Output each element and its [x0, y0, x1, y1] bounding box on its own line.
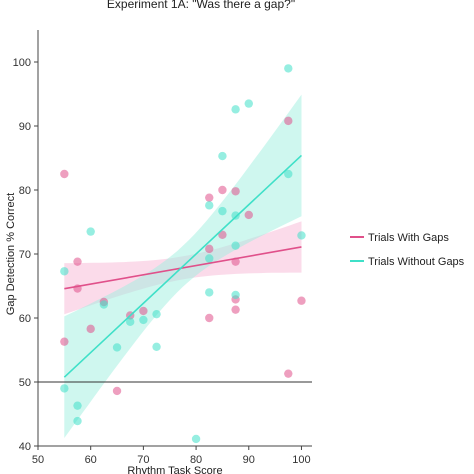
data-point-1: [139, 315, 148, 325]
y-tick-label: 80: [19, 185, 31, 197]
legend-label-0: Trials With Gaps: [368, 232, 449, 244]
data-point-1: [244, 99, 253, 108]
data-point-0: [112, 386, 122, 396]
data-point-1: [152, 309, 161, 319]
data-point-0: [86, 324, 95, 334]
data-point-1: [191, 434, 201, 444]
data-point-0: [284, 116, 293, 126]
data-point-0: [231, 187, 240, 196]
data-point-0: [73, 257, 82, 266]
data-point-0: [139, 306, 148, 316]
data-point-1: [60, 384, 69, 393]
data-point-0: [244, 210, 253, 220]
data-point-1: [205, 201, 214, 210]
y-axis-label: Gap Detection % Correct: [5, 193, 17, 315]
x-tick-label: 90: [243, 454, 255, 466]
data-point-1: [231, 241, 240, 250]
data-point-1: [297, 231, 306, 240]
data-point-1: [60, 267, 69, 276]
x-tick-label: 60: [85, 454, 97, 466]
data-point-1: [284, 64, 293, 73]
data-point-0: [60, 169, 69, 179]
data-point-1: [73, 401, 82, 410]
data-point-0: [205, 313, 214, 323]
y-tick-label: 100: [13, 57, 31, 69]
legend-label-1: Trials Without Gaps: [368, 256, 465, 268]
data-point-1: [218, 151, 227, 161]
data-point-0: [218, 185, 227, 195]
y-tick-label: 40: [19, 441, 31, 453]
y-tick-label: 60: [19, 313, 31, 325]
x-tick-label: 80: [190, 454, 202, 466]
y-tick-label: 90: [19, 121, 31, 133]
data-point-1: [152, 342, 161, 351]
data-point-1: [86, 227, 95, 236]
regression-line-0: [64, 246, 302, 290]
data-point-1: [231, 105, 240, 114]
data-point-1: [218, 206, 227, 216]
data-point-1: [231, 290, 240, 300]
data-point-1: [205, 288, 214, 297]
x-tick-label: 50: [32, 454, 44, 466]
data-point-1: [126, 317, 135, 327]
legend: Trials With Gaps Trials Without Gaps: [350, 232, 465, 268]
data-point-0: [60, 337, 69, 346]
data-point-1: [284, 169, 293, 179]
data-point-1: [112, 343, 122, 352]
data-point-0: [284, 369, 293, 378]
data-point-1: [73, 416, 82, 426]
chart-title: Experiment 1A: "Was there a gap?": [107, 0, 295, 11]
data-point-0: [205, 244, 214, 254]
data-point-0: [205, 193, 214, 202]
regression-line-1: [63, 154, 303, 378]
y-tick-label: 50: [19, 377, 31, 389]
data-point-0: [297, 296, 306, 305]
data-point-1: [231, 211, 240, 220]
x-axis-label: Rhythm Task Score: [127, 465, 222, 474]
data-point-0: [231, 305, 240, 314]
x-tick-label: 70: [137, 454, 149, 466]
data-point-0: [218, 230, 227, 239]
y-tick-label: 70: [19, 249, 31, 261]
data-point-1: [205, 254, 214, 263]
x-tick-label: 100: [292, 454, 310, 466]
data-point-1: [99, 300, 109, 309]
